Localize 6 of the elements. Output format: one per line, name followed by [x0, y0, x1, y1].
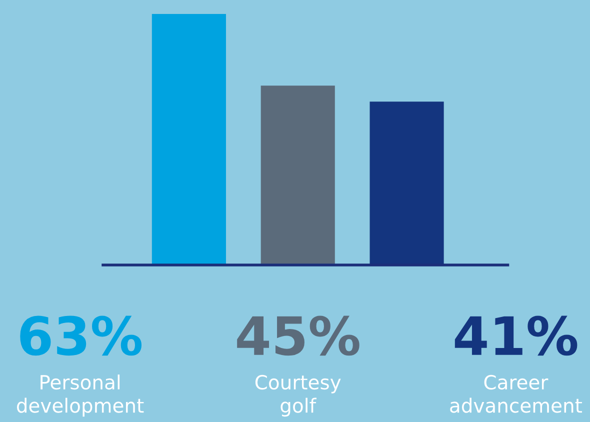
data-label: 45% [237, 316, 360, 356]
x-tick-label: Courtesy golf [255, 374, 341, 417]
x-tick-label: Personal development [16, 374, 144, 417]
data-label: 63% [20, 316, 142, 356]
data-label: 41% [454, 316, 578, 356]
x-tick-label: Career advancement [450, 374, 582, 413]
